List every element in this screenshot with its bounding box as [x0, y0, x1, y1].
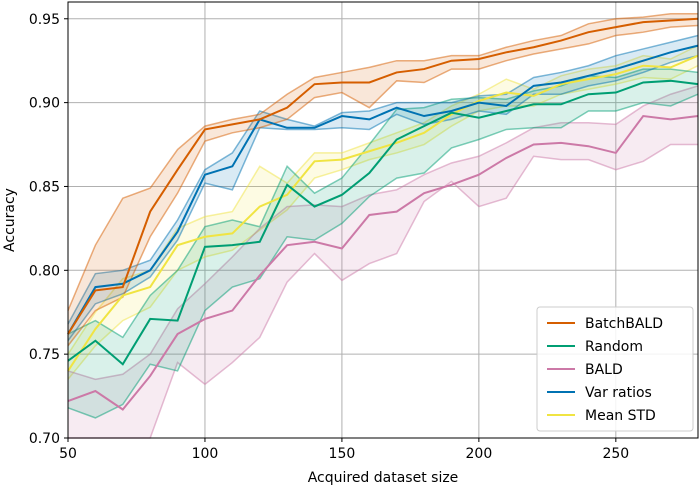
x-axis-label: Acquired dataset size [308, 470, 459, 486]
line-batchbald [67, 17, 699, 335]
y-tick-label: 0.95 [29, 12, 60, 28]
y-tick-label: 0.90 [29, 96, 60, 112]
series-lines [67, 17, 699, 411]
y-tick-label: 0.80 [29, 263, 60, 279]
band-lower-var-ratios [67, 54, 699, 342]
band-upper-var-ratios [67, 34, 699, 325]
y-axis-label: Accuracy [2, 188, 18, 252]
band-upper-bald [67, 85, 699, 381]
plot-frame [67, 1, 699, 439]
legend: BatchBALD Random BALD Var ratios Mean STD [536, 306, 694, 432]
band-var-ratios [68, 35, 698, 341]
band-lower-batchbald [67, 24, 699, 347]
line-bald [67, 114, 699, 411]
band-upper-batchbald [67, 12, 698, 311]
y-tick-label: 0.85 [29, 179, 60, 195]
band-bald [68, 85, 698, 438]
y-axis-ticks: 0.70 0.75 0.80 0.85 0.90 0.95 [29, 12, 68, 447]
y-tick-label: 0.75 [29, 347, 60, 363]
line-mean-std [67, 54, 699, 372]
x-tick-label: 250 [602, 446, 629, 462]
x-tick-label: 50 [59, 446, 77, 462]
legend-label-random: Random [585, 339, 643, 355]
y-tick-label: 0.70 [29, 431, 60, 447]
band-upper-random [67, 68, 699, 339]
legend-box [536, 306, 694, 432]
band-upper-mean-std [67, 44, 699, 355]
line-random [67, 79, 699, 366]
x-tick-label: 100 [192, 446, 219, 462]
confidence-bands [67, 12, 699, 439]
legend-label-mean-std: Mean STD [585, 408, 656, 424]
legend-label-bald: BALD [585, 362, 623, 378]
band-lower-random [67, 93, 699, 419]
band-lower-bald [68, 143, 698, 439]
legend-label-var-ratios: Var ratios [585, 385, 652, 401]
band-random [68, 69, 698, 418]
x-axis-ticks: 50 100 150 200 250 [59, 438, 629, 462]
line-var-ratios [67, 44, 699, 335]
x-tick-label: 150 [329, 446, 356, 462]
legend-label-batchbald: BatchBALD [585, 316, 663, 332]
x-tick-label: 200 [466, 446, 493, 462]
band-batchbald [68, 13, 698, 346]
